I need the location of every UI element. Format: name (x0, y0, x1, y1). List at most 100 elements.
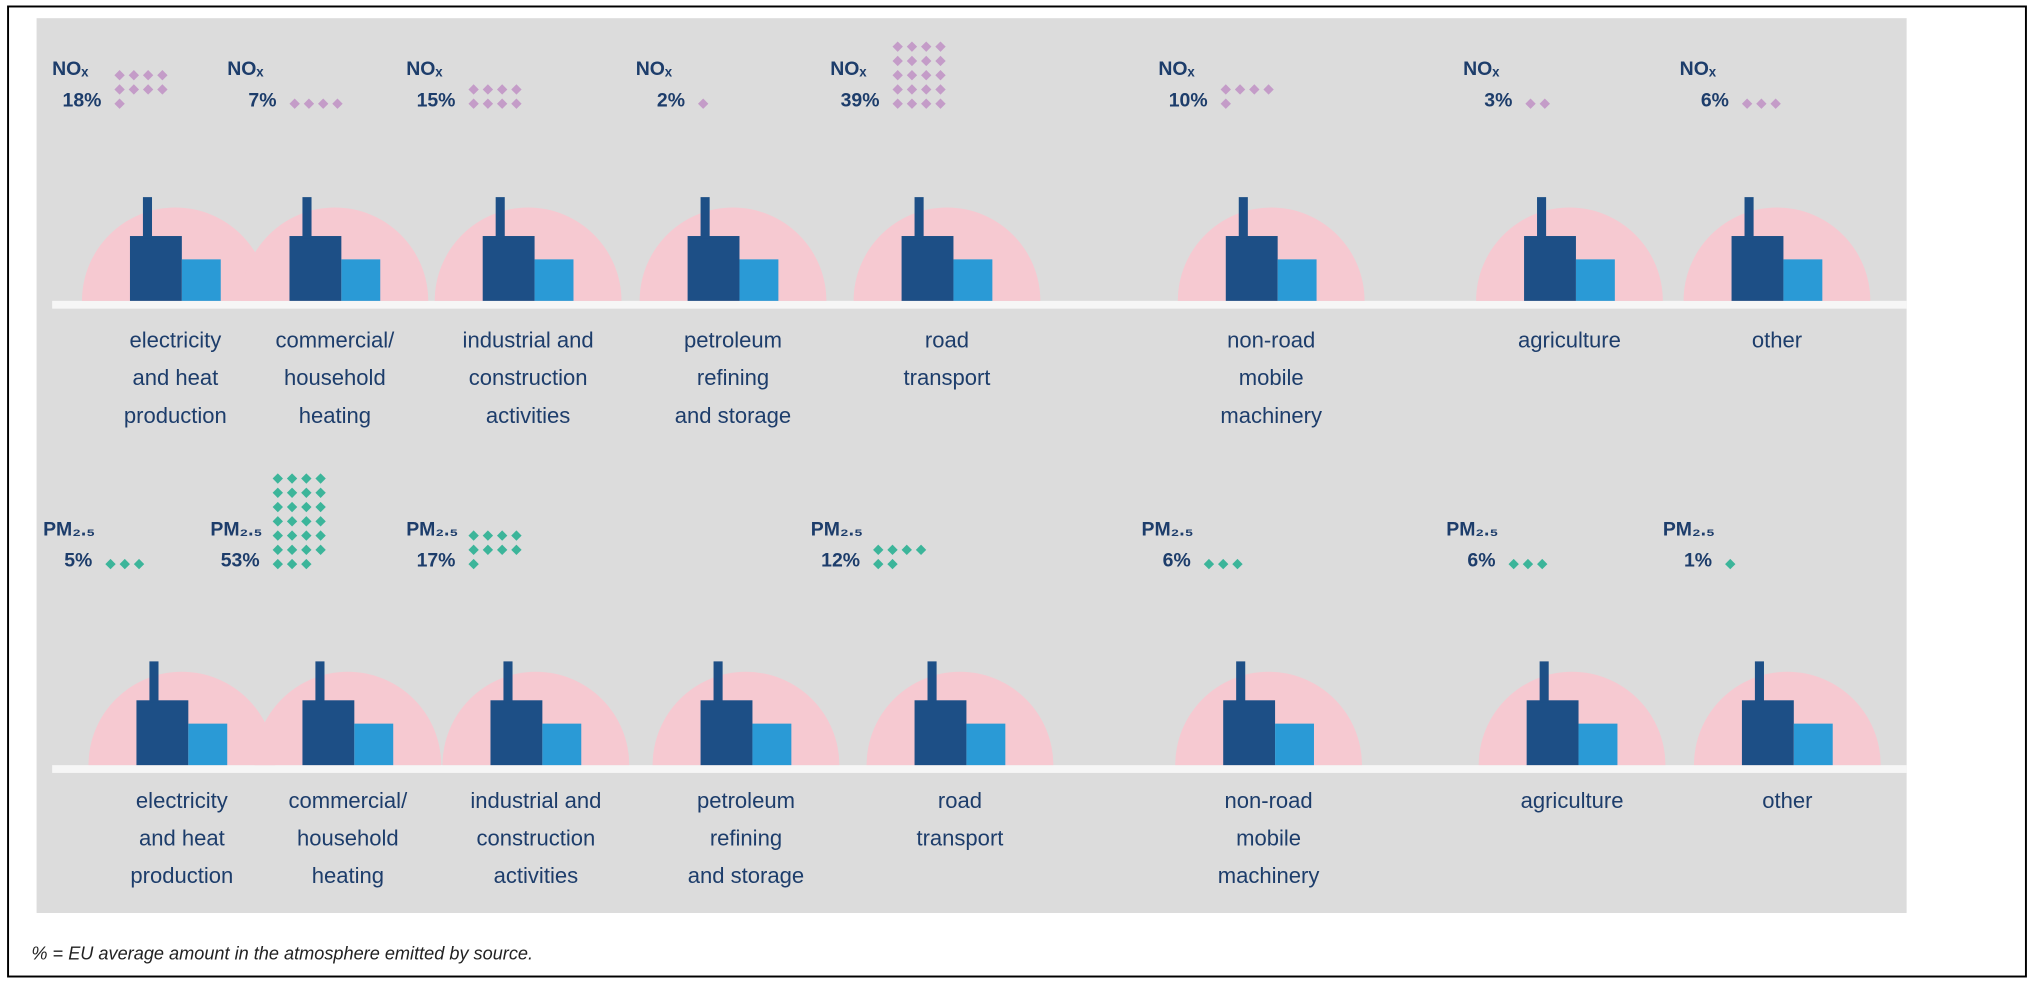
dot-grid (873, 544, 927, 570)
source-label-line: mobile (1236, 826, 1301, 851)
icon-chimney (1537, 197, 1547, 239)
icon-building (181, 259, 221, 301)
icon-chimney (1539, 661, 1549, 703)
percent-label: 6% (1163, 550, 1191, 572)
icon-building (953, 259, 993, 301)
pollutant-label: PM₂.₅ (43, 519, 95, 541)
dot (892, 98, 903, 109)
dot (133, 558, 145, 570)
dot (332, 98, 343, 109)
source-label-line: household (284, 365, 386, 390)
source-label-line: non-road (1227, 328, 1315, 353)
percent-label: 39% (841, 89, 880, 111)
pollutant-label: PM₂.₅ (1446, 519, 1498, 541)
source-label-line: heating (312, 863, 384, 888)
source-label-line: petroleum (697, 788, 795, 813)
source-label: other (1752, 328, 1802, 353)
source-label: agriculture (1518, 328, 1621, 353)
source-label-line: other (1752, 328, 1802, 353)
source-label-line: other (1762, 788, 1812, 813)
icon-building (687, 236, 740, 301)
dot-grid (697, 98, 709, 109)
dot-grid (1203, 558, 1243, 570)
source-label: road transport (916, 788, 1003, 851)
pollutant-label: PM₂.₅ (1141, 519, 1193, 541)
pollutant-label: PM₂.₅ (210, 519, 262, 541)
source-label-line: activities (486, 403, 570, 428)
dot (1725, 558, 1736, 570)
pollutant-label: NOₓ (1680, 58, 1717, 80)
source-label: non-road mobile machinery (1220, 328, 1322, 428)
source-label: commercial/household heating (275, 328, 395, 428)
icon-chimney (1236, 661, 1246, 703)
percent-label: 2% (657, 89, 685, 111)
pollutant-label: NOₓ (1158, 58, 1195, 80)
percent-label: 18% (63, 89, 102, 111)
source-label: petroleum refining and storage (675, 328, 791, 428)
dot-grid (1525, 98, 1550, 109)
dot (1220, 98, 1231, 109)
icon-building (1741, 700, 1794, 766)
source-label-line: activities (494, 863, 578, 888)
dot (286, 558, 298, 570)
source-label-line: agriculture (1521, 788, 1624, 813)
dot-grid (1741, 98, 1781, 109)
dot (315, 516, 326, 527)
dot (496, 98, 508, 109)
percent-label: 53% (221, 550, 260, 572)
icon-building (534, 259, 574, 301)
source-label-line: production (124, 403, 227, 428)
icon-building (341, 259, 381, 301)
dot (511, 98, 522, 109)
source-label-line: transport (916, 826, 1003, 851)
dot-grid (105, 558, 145, 570)
icon-chimney (1754, 661, 1764, 703)
pollutant-label: NOₓ (830, 58, 867, 80)
icon-building (739, 259, 779, 301)
icon-chimney (713, 661, 723, 703)
source-label-line: electricity (136, 788, 228, 813)
icon-building (752, 723, 792, 766)
dot (915, 544, 927, 556)
percent-label: 7% (248, 89, 276, 111)
dot (272, 558, 283, 570)
source-label: agriculture (1521, 788, 1624, 813)
source-label: electricity and heat production (130, 788, 233, 888)
icon-building (1524, 236, 1576, 301)
dot (1525, 98, 1536, 109)
dot (1770, 98, 1781, 109)
dot (697, 98, 709, 109)
dot (315, 487, 326, 498)
source-label-line: household (297, 826, 399, 851)
icon-building (482, 236, 535, 301)
source-label-line: refining (697, 365, 769, 390)
source-label-line: commercial/ (275, 328, 395, 353)
icon-chimney (503, 661, 513, 703)
dot (142, 84, 154, 95)
dot (1539, 98, 1550, 109)
icon-building (1275, 723, 1314, 766)
icon-building (1783, 259, 1823, 301)
source-label-line: machinery (1218, 863, 1320, 888)
dot (1522, 558, 1534, 570)
source-label: other (1762, 788, 1812, 813)
dot (1232, 558, 1243, 570)
source-label-line: road (925, 328, 969, 353)
icon-chimney (142, 197, 153, 239)
source-label: industrial and construction activities (470, 788, 601, 888)
dot (887, 544, 898, 556)
source-label-line: mobile (1239, 365, 1304, 390)
dot-grid (1508, 558, 1548, 570)
dot (901, 544, 912, 556)
percent-label: 15% (417, 89, 456, 111)
dot (482, 544, 494, 556)
source-label: electricity and heat production (124, 328, 227, 428)
pollutant-label: PM₂.₅ (811, 519, 863, 541)
percent-label: 6% (1467, 550, 1495, 572)
dot (482, 98, 494, 109)
icon-chimney (914, 197, 924, 239)
source-label: petroleum refining and storage (688, 788, 804, 888)
dot (887, 558, 898, 570)
dot (301, 558, 312, 570)
